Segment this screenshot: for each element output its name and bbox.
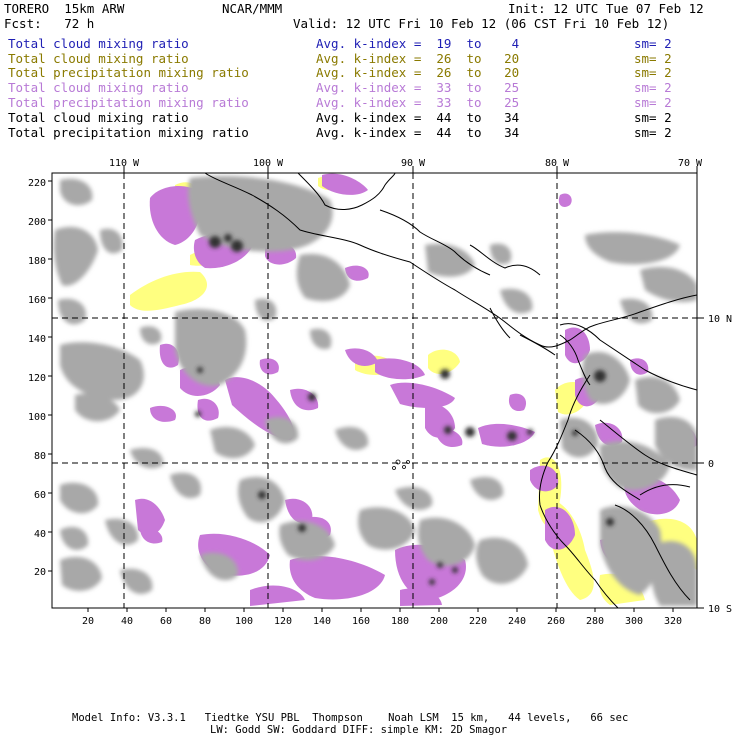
forecast-hour: Fcst: 72 h <box>4 16 95 31</box>
legend-field: Total cloud mixing ratio <box>8 80 189 95</box>
grid-ticks <box>123 166 704 609</box>
valid-time: Valid: 12 UTC Fri 10 Feb 12 (06 CST Fri … <box>293 16 670 31</box>
galapagos-islands <box>392 459 410 470</box>
y-tick-label: 20 <box>34 567 46 578</box>
lat-label: 10 S <box>708 604 732 615</box>
model-title: TORERO 15km ARW <box>4 1 125 16</box>
map-frame <box>51 172 698 609</box>
legend-field: Total cloud mixing ratio <box>8 51 189 66</box>
legend-sm: sm= 2 <box>634 110 672 125</box>
x-tick-labels: 20 40 60 80 100 120 140 160 180 200 220 … <box>82 616 682 627</box>
y-tick-label: 200 <box>28 217 46 228</box>
legend-kindex: Avg. k-index = 44 to 34 <box>316 125 520 140</box>
model-info: Model Info: V3.3.1 Tiedtke YSU PBL Thomp… <box>72 712 629 724</box>
lat-label: 0 <box>708 459 714 470</box>
legend-sm: sm= 2 <box>634 65 672 80</box>
y-tick-label: 80 <box>34 451 46 462</box>
legend-field: Total cloud mixing ratio <box>8 110 189 125</box>
legend-sm: sm= 2 <box>634 125 672 140</box>
lat-label: 10 N <box>708 314 732 325</box>
x-tick-label: 160 <box>352 616 370 627</box>
y-tick-label: 120 <box>28 373 46 384</box>
x-tick-label: 200 <box>430 616 448 627</box>
coastlines <box>204 173 697 608</box>
lon-label: 100 W <box>253 158 284 169</box>
init-time: Init: 12 UTC Tue 07 Feb 12 <box>508 1 704 16</box>
legend-kindex: Avg. k-index = 26 to 20 <box>316 51 520 66</box>
x-tick-label: 260 <box>547 616 565 627</box>
x-tick-label: 180 <box>391 616 409 627</box>
legend-sm: sm= 2 <box>634 95 672 110</box>
x-tick-label: 300 <box>625 616 643 627</box>
legend-kindex: Avg. k-index = 19 to 4 <box>316 36 520 51</box>
y-tick-label: 180 <box>28 256 46 267</box>
x-tick-marks <box>87 608 674 612</box>
lon-label: 80 W <box>545 158 570 169</box>
legend-sm: sm= 2 <box>634 51 672 66</box>
legend-field: Total cloud mixing ratio <box>8 36 189 51</box>
lon-label: 110 W <box>109 158 140 169</box>
legend-field: Total precipitation mixing ratio <box>8 65 249 80</box>
x-tick-label: 60 <box>160 616 172 627</box>
x-tick-label: 40 <box>121 616 133 627</box>
y-tick-label: 160 <box>28 295 46 306</box>
gray-field <box>53 176 697 606</box>
x-tick-label: 20 <box>82 616 94 627</box>
x-tick-label: 320 <box>664 616 682 627</box>
center-name: NCAR/MMM <box>222 1 283 16</box>
x-tick-label: 280 <box>586 616 604 627</box>
y-tick-label: 40 <box>34 529 46 540</box>
x-tick-label: 240 <box>508 616 526 627</box>
legend-kindex: Avg. k-index = 33 to 25 <box>316 80 520 95</box>
y-tick-label: 60 <box>34 490 46 501</box>
x-tick-label: 120 <box>274 616 292 627</box>
legend-field: Total precipitation mixing ratio <box>8 125 249 140</box>
legend-field: Total precipitation mixing ratio <box>8 95 249 110</box>
legend-sm: sm= 2 <box>634 80 672 95</box>
y-tick-label: 100 <box>28 412 46 423</box>
x-tick-label: 220 <box>469 616 487 627</box>
lon-label: 70 W <box>678 158 703 169</box>
model-physics: LW: Godd SW: Goddard DIFF: simple KM: 2D… <box>210 724 508 736</box>
legend-sm: sm= 2 <box>634 36 672 51</box>
cloud-fields <box>53 173 697 606</box>
x-tick-label: 140 <box>313 616 331 627</box>
legend-kindex: Avg. k-index = 26 to 20 <box>316 65 520 80</box>
y-tick-label: 220 <box>28 178 46 189</box>
x-tick-label: 100 <box>235 616 253 627</box>
x-tick-label: 80 <box>199 616 211 627</box>
graticule <box>52 173 697 608</box>
legend-kindex: Avg. k-index = 44 to 34 <box>316 110 520 125</box>
dark-cores <box>195 234 614 585</box>
legend-kindex: Avg. k-index = 33 to 25 <box>316 95 520 110</box>
y-tick-label: 140 <box>28 334 46 345</box>
y-tick-marks <box>48 180 52 572</box>
y-tick-labels: 20 40 60 80 100 120 140 160 180 200 220 <box>28 178 46 578</box>
lon-label: 90 W <box>401 158 426 169</box>
